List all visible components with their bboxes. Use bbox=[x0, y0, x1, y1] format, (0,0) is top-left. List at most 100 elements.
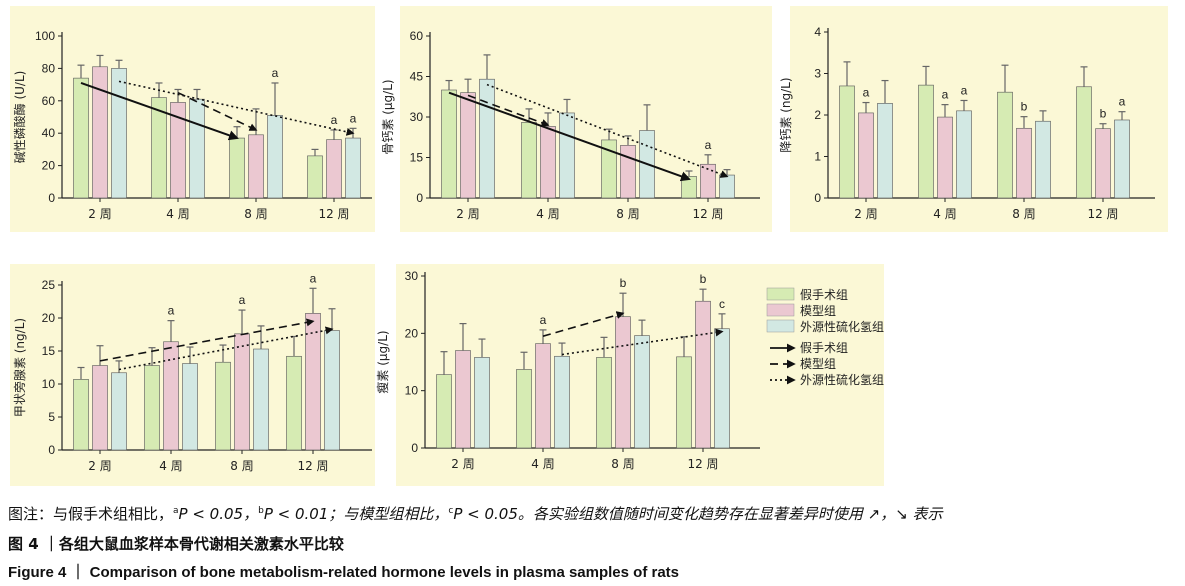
bar bbox=[286, 355, 302, 451]
bar bbox=[1076, 86, 1092, 199]
trend-arrow bbox=[99, 318, 315, 362]
trend-arrow bbox=[118, 326, 334, 371]
bar bbox=[858, 112, 874, 199]
bar bbox=[719, 174, 735, 199]
significance-label: a bbox=[239, 293, 246, 307]
y-tick-label: 5 bbox=[48, 410, 55, 424]
x-tick-label: 12 周 bbox=[1087, 207, 1118, 221]
trend-arrow bbox=[467, 94, 550, 127]
y-tick-label: 0 bbox=[411, 441, 418, 455]
bar bbox=[676, 356, 692, 449]
significance-label: c bbox=[719, 297, 725, 311]
bar bbox=[1035, 120, 1051, 199]
figure-title-cn: 图 4 ｜各组大鼠血浆样本骨代谢相关激素水平比较 bbox=[8, 535, 344, 553]
significance-label: a bbox=[272, 66, 279, 80]
bar bbox=[307, 155, 323, 199]
significance-label: b bbox=[620, 276, 627, 290]
y-tick-label: 15 bbox=[42, 344, 56, 358]
significance-label: a bbox=[863, 86, 870, 100]
x-tick-label: 2 周 bbox=[854, 207, 877, 221]
legend-swatch bbox=[766, 287, 795, 301]
trend-arrow bbox=[177, 91, 258, 131]
legend-swatch bbox=[766, 303, 795, 317]
bar bbox=[1095, 128, 1111, 199]
trend-arrow bbox=[542, 311, 625, 337]
bar bbox=[554, 355, 570, 449]
bar bbox=[634, 335, 650, 449]
bar bbox=[535, 343, 551, 449]
x-tick-label: 4 周 bbox=[531, 457, 554, 471]
y-axis-label: 降钙素 (ng/L) bbox=[779, 77, 793, 152]
legend-label: 假手术组 bbox=[800, 341, 848, 355]
y-tick-label: 10 bbox=[405, 384, 419, 398]
legend-swatch bbox=[766, 319, 795, 333]
bar bbox=[267, 115, 283, 199]
y-tick-label: 0 bbox=[416, 191, 423, 205]
bar bbox=[559, 112, 575, 199]
significance-label: a bbox=[961, 83, 968, 97]
trend-arrow bbox=[448, 91, 691, 182]
bar bbox=[714, 328, 730, 449]
bar bbox=[163, 341, 179, 451]
bar bbox=[474, 357, 490, 449]
y-axis-label: 碱性磷酸酶 (U/L) bbox=[12, 71, 27, 164]
bar bbox=[111, 68, 127, 199]
x-tick-label: 8 周 bbox=[616, 207, 639, 221]
bar bbox=[182, 363, 198, 451]
bar bbox=[521, 122, 537, 199]
y-tick-label: 4 bbox=[814, 25, 821, 39]
significance-label: a bbox=[331, 113, 338, 127]
significance-label: b bbox=[1100, 107, 1107, 121]
bar bbox=[215, 361, 231, 451]
x-tick-label: 2 周 bbox=[88, 459, 111, 473]
bar bbox=[229, 137, 245, 199]
y-tick-label: 30 bbox=[410, 110, 424, 124]
y-axis-label: 骨钙素 (μg/L) bbox=[381, 79, 395, 154]
y-tick-label: 10 bbox=[42, 377, 56, 391]
x-tick-label: 2 周 bbox=[451, 457, 474, 471]
significance-label: a bbox=[942, 88, 949, 102]
y-tick-label: 45 bbox=[410, 70, 424, 84]
y-tick-label: 60 bbox=[410, 29, 424, 43]
x-tick-label: 2 周 bbox=[456, 207, 479, 221]
y-axis-label: 瘦素 (μg/L) bbox=[375, 330, 390, 393]
bar bbox=[839, 85, 855, 199]
bar bbox=[956, 110, 972, 199]
bar bbox=[345, 137, 361, 199]
y-tick-label: 0 bbox=[48, 443, 55, 457]
bar bbox=[877, 103, 893, 199]
y-tick-label: 20 bbox=[42, 159, 56, 173]
bar bbox=[144, 365, 160, 451]
x-tick-label: 4 周 bbox=[536, 207, 559, 221]
bar bbox=[111, 372, 127, 451]
x-tick-label: 4 周 bbox=[166, 207, 189, 221]
bar bbox=[1114, 119, 1130, 199]
x-tick-label: 8 周 bbox=[1012, 207, 1035, 221]
y-tick-label: 15 bbox=[410, 151, 424, 165]
legend-label: 模型组 bbox=[800, 357, 836, 371]
bar bbox=[479, 78, 495, 199]
bar bbox=[460, 92, 476, 199]
legend-label: 假手术组 bbox=[800, 288, 848, 302]
x-tick-label: 12 周 bbox=[318, 207, 349, 221]
y-tick-label: 0 bbox=[814, 191, 821, 205]
bar bbox=[305, 313, 321, 451]
bar bbox=[189, 98, 205, 199]
significance-label: b bbox=[1021, 100, 1028, 114]
x-tick-label: 12 周 bbox=[692, 207, 723, 221]
bar bbox=[234, 333, 250, 451]
bar bbox=[918, 84, 934, 199]
y-axis-label: 甲状旁腺素 (ng/L) bbox=[12, 318, 27, 417]
bar bbox=[248, 134, 264, 199]
bar bbox=[326, 139, 342, 199]
bar bbox=[540, 126, 556, 199]
bar bbox=[253, 348, 269, 451]
bar bbox=[695, 300, 711, 449]
chart-panel-2: 0 15 30 45 60 骨钙素 (μg/L) 2 周 4 周 8 周 12 周 a bbox=[381, 6, 772, 232]
y-tick-label: 100 bbox=[35, 29, 55, 43]
